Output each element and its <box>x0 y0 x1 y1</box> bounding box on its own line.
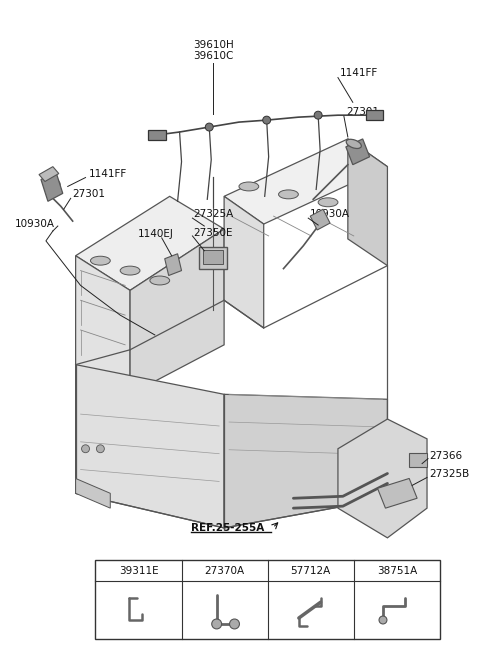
Text: 10930A: 10930A <box>15 219 55 229</box>
Polygon shape <box>76 255 130 394</box>
Polygon shape <box>76 365 224 528</box>
Text: 27325B: 27325B <box>429 470 469 479</box>
Bar <box>148 130 166 140</box>
Text: 27350E: 27350E <box>193 228 233 238</box>
Polygon shape <box>224 139 387 224</box>
Text: 27301: 27301 <box>346 107 379 117</box>
Text: 39610C: 39610C <box>193 51 233 61</box>
Polygon shape <box>310 209 330 230</box>
Ellipse shape <box>150 276 169 285</box>
Polygon shape <box>224 196 264 328</box>
Bar <box>409 453 427 466</box>
Polygon shape <box>165 253 181 276</box>
Bar <box>199 247 227 269</box>
Text: 39610H: 39610H <box>193 40 234 50</box>
Text: 10930A: 10930A <box>310 209 350 219</box>
Text: 27366: 27366 <box>429 451 462 460</box>
Text: 27325A: 27325A <box>193 209 234 219</box>
Circle shape <box>96 445 104 453</box>
Circle shape <box>314 111 322 119</box>
Polygon shape <box>76 478 110 508</box>
Text: 39311E: 39311E <box>119 565 158 576</box>
Text: 38751A: 38751A <box>377 565 417 576</box>
Bar <box>366 110 384 120</box>
Text: 1140EJ: 1140EJ <box>138 229 174 239</box>
Text: 1141FF: 1141FF <box>340 67 378 77</box>
Polygon shape <box>338 419 427 538</box>
Polygon shape <box>224 394 387 528</box>
Ellipse shape <box>46 176 60 187</box>
Ellipse shape <box>346 140 361 149</box>
Ellipse shape <box>278 190 299 199</box>
Polygon shape <box>130 229 224 394</box>
Bar <box>96 559 440 639</box>
Bar <box>204 250 223 264</box>
Polygon shape <box>41 172 63 201</box>
Circle shape <box>263 116 271 124</box>
Polygon shape <box>348 139 387 266</box>
Text: REF.25-255A: REF.25-255A <box>192 523 264 533</box>
Polygon shape <box>39 166 59 181</box>
Text: 57712A: 57712A <box>290 565 331 576</box>
Circle shape <box>212 619 222 629</box>
Ellipse shape <box>239 182 259 191</box>
Ellipse shape <box>90 256 110 265</box>
Text: 27301: 27301 <box>72 189 106 199</box>
Circle shape <box>82 445 89 453</box>
Ellipse shape <box>120 266 140 275</box>
Circle shape <box>205 123 213 131</box>
Circle shape <box>229 619 240 629</box>
Polygon shape <box>76 196 224 290</box>
Polygon shape <box>346 139 370 164</box>
Text: 1141FF: 1141FF <box>88 168 127 179</box>
Text: 27370A: 27370A <box>204 565 245 576</box>
Circle shape <box>379 616 387 624</box>
Polygon shape <box>378 478 417 508</box>
Ellipse shape <box>318 198 338 207</box>
